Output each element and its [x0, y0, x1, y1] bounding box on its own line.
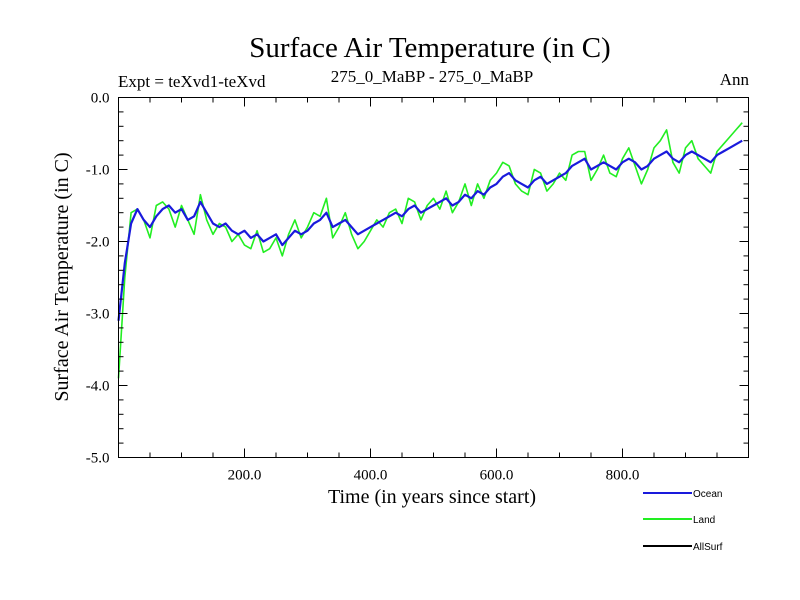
- y-tick-label: -5.0: [86, 451, 110, 467]
- plot-series: [117, 122, 743, 379]
- x-tick-label: 200.0: [228, 468, 262, 484]
- y-tick-label: -4.0: [86, 379, 110, 395]
- y-axis-label: Surface Air Temperature (in C): [51, 152, 73, 401]
- x-axis-label: Time (in years since start): [328, 486, 536, 508]
- y-tick-label: 0.0: [91, 91, 110, 107]
- chart-subtitle-right: Ann: [720, 70, 750, 89]
- chart-title: Surface Air Temperature (in C): [249, 32, 610, 64]
- chart-subtitle-left: Expt = teXvd1-teXvd: [118, 72, 266, 91]
- y-tick-label: -2.0: [86, 235, 110, 251]
- y-tick-label: -1.0: [86, 163, 110, 179]
- chart-subtitle-center: 275_0_MaBP - 275_0_MaBP: [331, 67, 533, 86]
- legend-label-ocean: Ocean: [693, 489, 722, 500]
- x-tick-label: 800.0: [606, 468, 640, 484]
- legend-label-land: Land: [693, 515, 715, 526]
- x-tick-label: 600.0: [480, 468, 514, 484]
- legend: Ocean Land AllSurf: [643, 489, 723, 553]
- y-tick-label: -3.0: [86, 307, 110, 323]
- tick-labels: 200.0 400.0 600.0 800.0 0.0 -1.0 -2.0 -3.0 -4.0 -…: [86, 91, 640, 484]
- series-line-ocean: [117, 139, 743, 321]
- x-tick-label: 400.0: [354, 468, 388, 484]
- legend-label-allsurf: AllSurf: [693, 542, 723, 553]
- axis-ticks: [118, 97, 749, 458]
